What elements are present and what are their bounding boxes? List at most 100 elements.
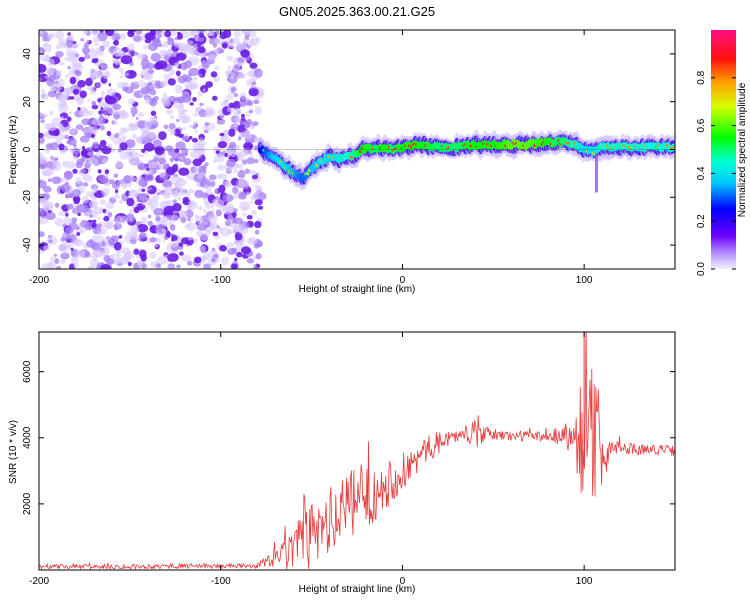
noise-blob bbox=[237, 136, 242, 141]
noise-blob bbox=[76, 203, 89, 213]
noise-blob bbox=[49, 260, 54, 264]
noise-blob bbox=[135, 116, 139, 120]
noise-blob bbox=[188, 200, 195, 207]
noise-blob bbox=[239, 201, 251, 211]
snr-x-label: Height of straight line (km) bbox=[299, 584, 416, 595]
noise-blob bbox=[166, 49, 172, 57]
noise-blob bbox=[237, 170, 246, 179]
noise-blob bbox=[49, 85, 57, 93]
noise-blob bbox=[226, 37, 230, 41]
noise-blob bbox=[116, 36, 120, 40]
noise-blob bbox=[106, 130, 112, 137]
noise-blob bbox=[114, 189, 119, 194]
colorbar-tick-label: 0.6 bbox=[696, 118, 707, 132]
noise-blob bbox=[113, 120, 118, 126]
noise-blob bbox=[136, 53, 146, 60]
noise-blob bbox=[130, 123, 135, 128]
noise-blob bbox=[80, 38, 85, 42]
noise-blob bbox=[124, 70, 137, 79]
noise-blob bbox=[118, 199, 124, 204]
noise-blob bbox=[137, 112, 145, 118]
noise-blob bbox=[66, 86, 73, 93]
noise-blob bbox=[79, 90, 87, 99]
noise-blob bbox=[105, 96, 117, 105]
noise-blob bbox=[246, 157, 255, 165]
noise-blob bbox=[98, 115, 106, 125]
noise-blob bbox=[167, 253, 179, 262]
noise-blob bbox=[110, 235, 120, 242]
noise-blob bbox=[91, 104, 99, 110]
noise-blob bbox=[200, 137, 204, 141]
noise-blob bbox=[248, 88, 259, 97]
noise-blob bbox=[193, 120, 198, 124]
snr-y-ticks: 2000 4000 6000 bbox=[22, 360, 675, 515]
noise-blob bbox=[219, 132, 225, 137]
noise-blob bbox=[113, 241, 122, 251]
noise-blob bbox=[102, 71, 110, 80]
noise-blob bbox=[245, 97, 250, 102]
noise-blob bbox=[115, 215, 123, 225]
noise-blob bbox=[133, 248, 140, 255]
noise-blob bbox=[124, 86, 134, 94]
noise-blob bbox=[198, 73, 203, 77]
noise-blob bbox=[81, 146, 86, 150]
noise-blob bbox=[248, 40, 255, 47]
noise-blob bbox=[199, 102, 204, 107]
noise-blob bbox=[104, 222, 113, 229]
noise-blob bbox=[213, 188, 219, 194]
noise-blob bbox=[179, 210, 188, 218]
noise-blob bbox=[167, 265, 174, 269]
colorbar-tick-label: 0.8 bbox=[696, 70, 707, 84]
noise-blob bbox=[146, 167, 150, 171]
noise-blob bbox=[67, 66, 72, 70]
noise-blob bbox=[66, 116, 72, 122]
noise-blob bbox=[80, 219, 89, 228]
noise-blob bbox=[118, 235, 123, 239]
noise-blob bbox=[168, 95, 176, 102]
noise-blob bbox=[60, 116, 64, 120]
noise-blob bbox=[186, 40, 194, 46]
noise-blob bbox=[142, 44, 148, 50]
noise-blob bbox=[65, 74, 70, 79]
noise-blob bbox=[159, 172, 166, 178]
noise-blob bbox=[88, 157, 99, 165]
noise-blob bbox=[219, 115, 225, 119]
noise-blob bbox=[185, 209, 194, 219]
noise-blob bbox=[171, 235, 178, 241]
noise-blob bbox=[67, 137, 77, 146]
spectrogram-y-ticks: -40 -20 0 20 40 bbox=[22, 48, 675, 252]
noise-blob bbox=[104, 169, 110, 175]
noise-blob bbox=[190, 84, 197, 89]
noise-blob bbox=[163, 205, 176, 216]
noise-blob bbox=[194, 189, 204, 199]
colorbar-tick-label: 0.4 bbox=[696, 166, 707, 180]
noise-blob bbox=[204, 109, 212, 118]
noise-blob bbox=[192, 238, 199, 243]
noise-blob bbox=[148, 161, 158, 169]
noise-blob bbox=[224, 180, 231, 187]
noise-blob bbox=[147, 69, 155, 74]
noise-blob bbox=[103, 215, 110, 222]
noise-blob bbox=[97, 216, 101, 220]
spectrogram-x-ticks: -200 -100 0 100 bbox=[29, 30, 593, 286]
noise-blob bbox=[129, 231, 138, 241]
noise-blob bbox=[112, 58, 119, 64]
snr-panel: -200 -100 0 100 2000 4000 6000 Height of stra… bbox=[8, 331, 676, 595]
noise-blob bbox=[193, 43, 198, 48]
noise-blob bbox=[104, 30, 110, 33]
noise-blob bbox=[43, 245, 51, 251]
noise-blob bbox=[244, 168, 250, 174]
x-tick-label: 100 bbox=[576, 275, 593, 286]
noise-blob bbox=[112, 103, 122, 111]
noise-blob bbox=[97, 174, 106, 184]
noise-blob bbox=[241, 246, 251, 255]
noise-blob bbox=[169, 68, 176, 76]
noise-blob bbox=[251, 81, 257, 86]
spectrogram-image bbox=[39, 30, 675, 269]
noise-blob bbox=[210, 222, 219, 230]
noise-blob bbox=[39, 157, 43, 161]
noise-blob bbox=[230, 263, 238, 269]
noise-blob bbox=[87, 210, 98, 218]
noise-blob bbox=[123, 175, 132, 184]
